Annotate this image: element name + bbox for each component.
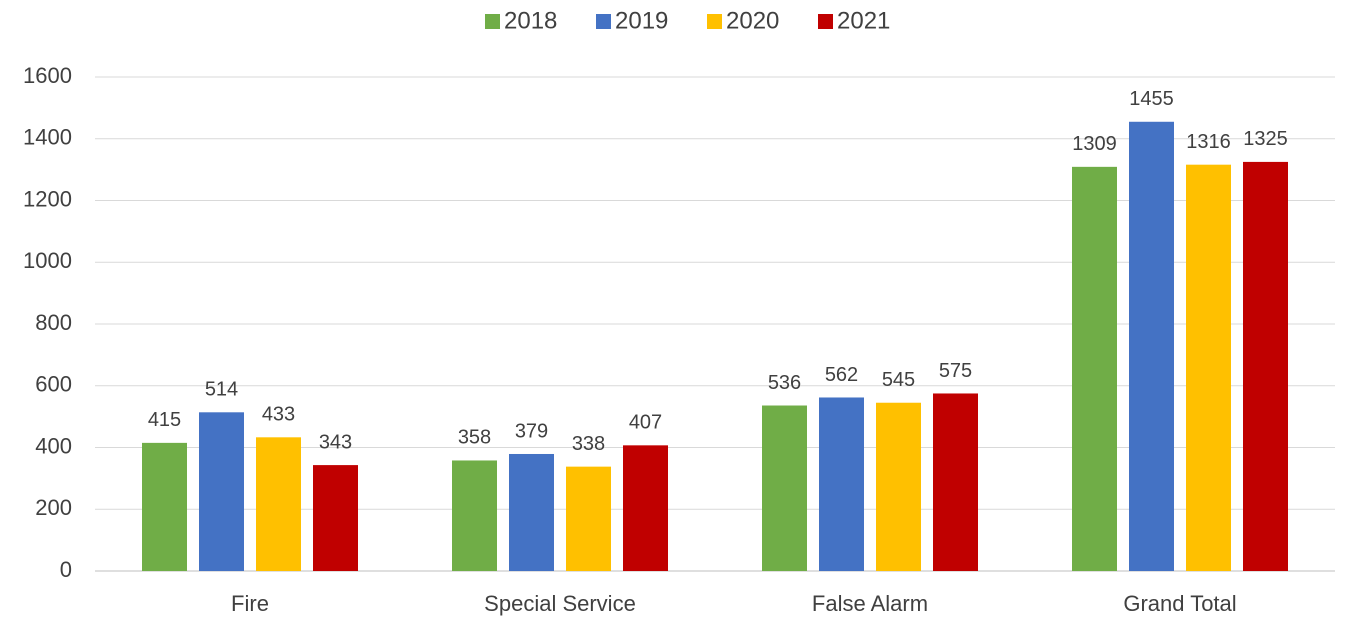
y-tick-label: 200 <box>35 495 72 520</box>
data-label: 1325 <box>1243 128 1288 150</box>
x-tick-label: False Alarm <box>812 591 928 616</box>
legend-swatch <box>596 14 611 29</box>
y-tick-label: 800 <box>35 310 72 335</box>
data-label: 407 <box>629 412 662 434</box>
y-tick-label: 1400 <box>23 125 72 150</box>
legend-label: 2021 <box>837 7 890 34</box>
bar <box>762 405 807 571</box>
y-tick-label: 0 <box>60 557 72 582</box>
x-tick-label: Grand Total <box>1123 591 1236 616</box>
x-tick-label: Special Service <box>484 591 636 616</box>
x-tick-label: Fire <box>231 591 269 616</box>
bar <box>142 442 187 571</box>
data-label: 1455 <box>1129 88 1174 110</box>
data-label: 536 <box>768 372 801 394</box>
bar <box>1129 121 1174 572</box>
data-label: 514 <box>205 379 238 401</box>
legend-swatch <box>485 14 500 29</box>
data-label: 343 <box>319 431 352 453</box>
data-label: 433 <box>262 404 295 426</box>
legend-label: 2020 <box>726 7 779 34</box>
bar <box>1072 166 1117 571</box>
y-tick-label: 1000 <box>23 248 72 273</box>
bar <box>313 465 358 571</box>
bar <box>623 445 668 571</box>
bar <box>509 453 554 571</box>
legend-swatch <box>707 14 722 29</box>
data-label: 545 <box>882 369 915 391</box>
bar <box>1186 164 1231 571</box>
y-tick-label: 1600 <box>23 63 72 88</box>
legend-swatch <box>818 14 833 29</box>
bar <box>452 460 497 571</box>
bar <box>566 466 611 571</box>
data-label: 1316 <box>1186 131 1231 153</box>
y-tick-label: 400 <box>35 433 72 458</box>
bar <box>256 437 301 571</box>
legend-label: 2019 <box>615 7 668 34</box>
bar <box>819 397 864 571</box>
data-label: 379 <box>515 420 548 442</box>
y-tick-label: 1200 <box>23 186 72 211</box>
data-label: 338 <box>572 433 605 455</box>
bar <box>199 412 244 571</box>
bar <box>933 393 978 571</box>
legend-label: 2018 <box>504 7 557 34</box>
data-label: 1309 <box>1072 133 1117 155</box>
y-tick-label: 600 <box>35 372 72 397</box>
bar <box>1243 161 1288 571</box>
data-label: 575 <box>939 360 972 382</box>
data-label: 415 <box>148 409 181 431</box>
data-label: 562 <box>825 364 858 386</box>
bar <box>876 402 921 571</box>
data-label: 358 <box>458 427 491 449</box>
